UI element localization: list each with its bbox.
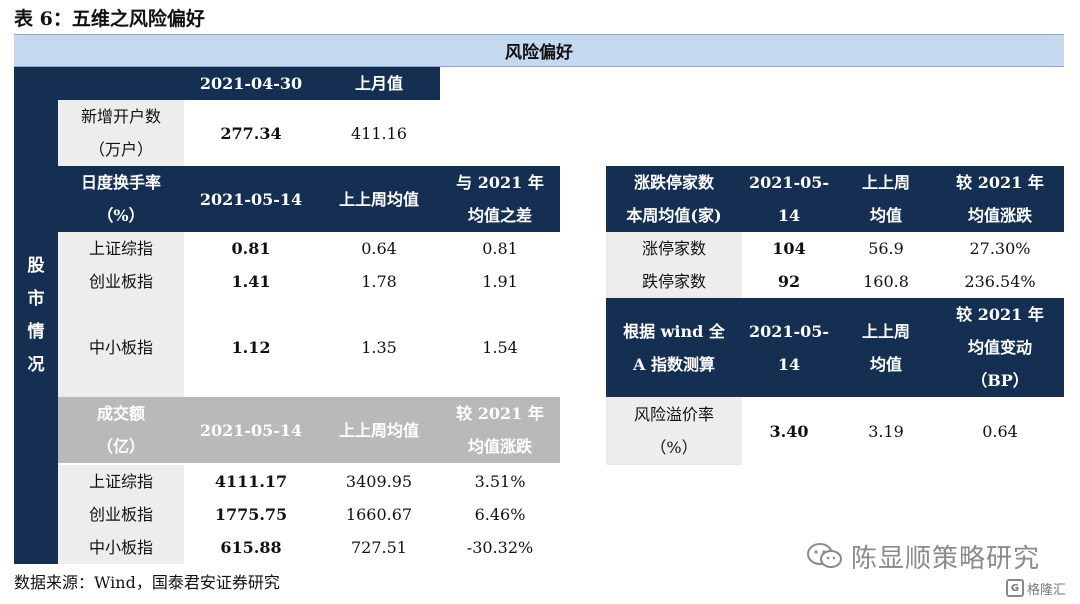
turnover-header-diff: 与 2021 年 均值之差 xyxy=(440,166,560,232)
section-label: 股 市 情 况 xyxy=(14,67,58,564)
volume-header-change: 较 2021 年 均值涨跌 xyxy=(440,397,560,463)
risk-row-label: 风险溢价率 （%） xyxy=(606,397,742,465)
watermark-text: 陈显顺策略研究 xyxy=(851,543,1041,574)
account-row-label: 新增开户数 （万户） xyxy=(58,100,184,166)
risk-cell: 3.40 xyxy=(769,421,809,441)
risk-header-date: 2021-05- 14 xyxy=(742,298,836,397)
logo-text: 格隆汇 xyxy=(1027,582,1067,598)
turnover-row-label: 创业板指 xyxy=(58,265,184,298)
risk-header-label: 根据 wind 全 A 指数测算 xyxy=(606,298,742,397)
account-header-date: 2021-04-30 xyxy=(184,67,318,100)
volume-cell: 615.88 xyxy=(220,538,282,557)
volume-header-label: 成交额 （亿） xyxy=(58,397,184,463)
volume-cell: 4111.17 xyxy=(214,472,288,491)
turnover-cell: 1.35 xyxy=(361,338,397,357)
limit-row-label: 涨停家数 xyxy=(606,232,742,265)
limit-cell: 27.30% xyxy=(969,239,1031,258)
account-header-blank xyxy=(58,67,184,100)
volume-cell: 1775.75 xyxy=(214,505,288,524)
turnover-cell: 1.12 xyxy=(231,338,271,357)
volume-row-label: 中小板指 xyxy=(58,531,184,564)
volume-cell: -30.32% xyxy=(466,538,534,557)
limit-header-label: 涨跌停家数 本周均值(家) xyxy=(606,166,742,232)
limit-cell: 56.9 xyxy=(868,239,904,258)
risk-header-change: 较 2021 年 均值变动 （BP） xyxy=(936,298,1064,397)
volume-row-label: 上证综指 xyxy=(58,465,184,498)
volume-cell: 3.51% xyxy=(474,472,526,491)
table-banner: 风险偏好 xyxy=(14,34,1064,67)
volume-cell: 1660.67 xyxy=(345,505,413,524)
table-title: 表 6：五维之风险偏好 xyxy=(14,7,205,30)
turnover-header-date: 2021-05-14 xyxy=(184,166,318,232)
limit-cell: 236.54% xyxy=(964,272,1036,291)
volume-cell: 727.51 xyxy=(351,538,407,557)
turnover-cell: 0.64 xyxy=(361,239,397,258)
risk-cell: 0.64 xyxy=(982,421,1018,441)
logo-icon: G xyxy=(1006,579,1024,597)
watermark: 陈显顺策略研究 xyxy=(805,538,1040,574)
volume-cell: 3409.95 xyxy=(345,472,413,491)
wechat-icon xyxy=(807,543,842,568)
turnover-cell: 1.41 xyxy=(231,272,271,291)
risk-cell: 3.19 xyxy=(868,421,904,441)
turnover-header-prev: 上上周均值 xyxy=(318,166,440,232)
risk-header-prev: 上上周 均值 xyxy=(836,298,936,397)
limit-cell: 104 xyxy=(772,239,806,258)
turnover-cell: 0.81 xyxy=(231,239,271,258)
volume-cell: 6.46% xyxy=(474,505,526,524)
account-value-prev: 411.16 xyxy=(351,123,407,143)
limit-cell: 160.8 xyxy=(863,272,909,291)
limit-header-change: 较 2021 年 均值涨跌 xyxy=(936,166,1064,232)
turnover-cell: 1.91 xyxy=(482,272,518,291)
turnover-cell: 1.54 xyxy=(482,338,518,357)
volume-header-prev: 上上周均值 xyxy=(318,397,440,463)
turnover-row-label: 中小板指 xyxy=(58,298,184,397)
account-value-current: 277.34 xyxy=(220,123,282,143)
account-header-prev: 上月值 xyxy=(318,67,440,100)
limit-cell: 92 xyxy=(777,272,801,291)
limit-header-date: 2021-05- 14 xyxy=(742,166,836,232)
turnover-row-label: 上证综指 xyxy=(58,232,184,265)
turnover-cell: 0.81 xyxy=(482,239,518,258)
volume-header-date: 2021-05-14 xyxy=(184,397,318,463)
turnover-cell: 1.78 xyxy=(361,272,397,291)
volume-row-label: 创业板指 xyxy=(58,498,184,531)
limit-header-prev: 上上周 均值 xyxy=(836,166,936,232)
source-note: 数据来源：Wind，国泰君安证券研究 xyxy=(14,573,280,592)
turnover-header-label: 日度换手率 （%） xyxy=(58,166,184,232)
brand-logo: G 格隆汇 xyxy=(1006,576,1066,600)
limit-row-label: 跌停家数 xyxy=(606,265,742,298)
